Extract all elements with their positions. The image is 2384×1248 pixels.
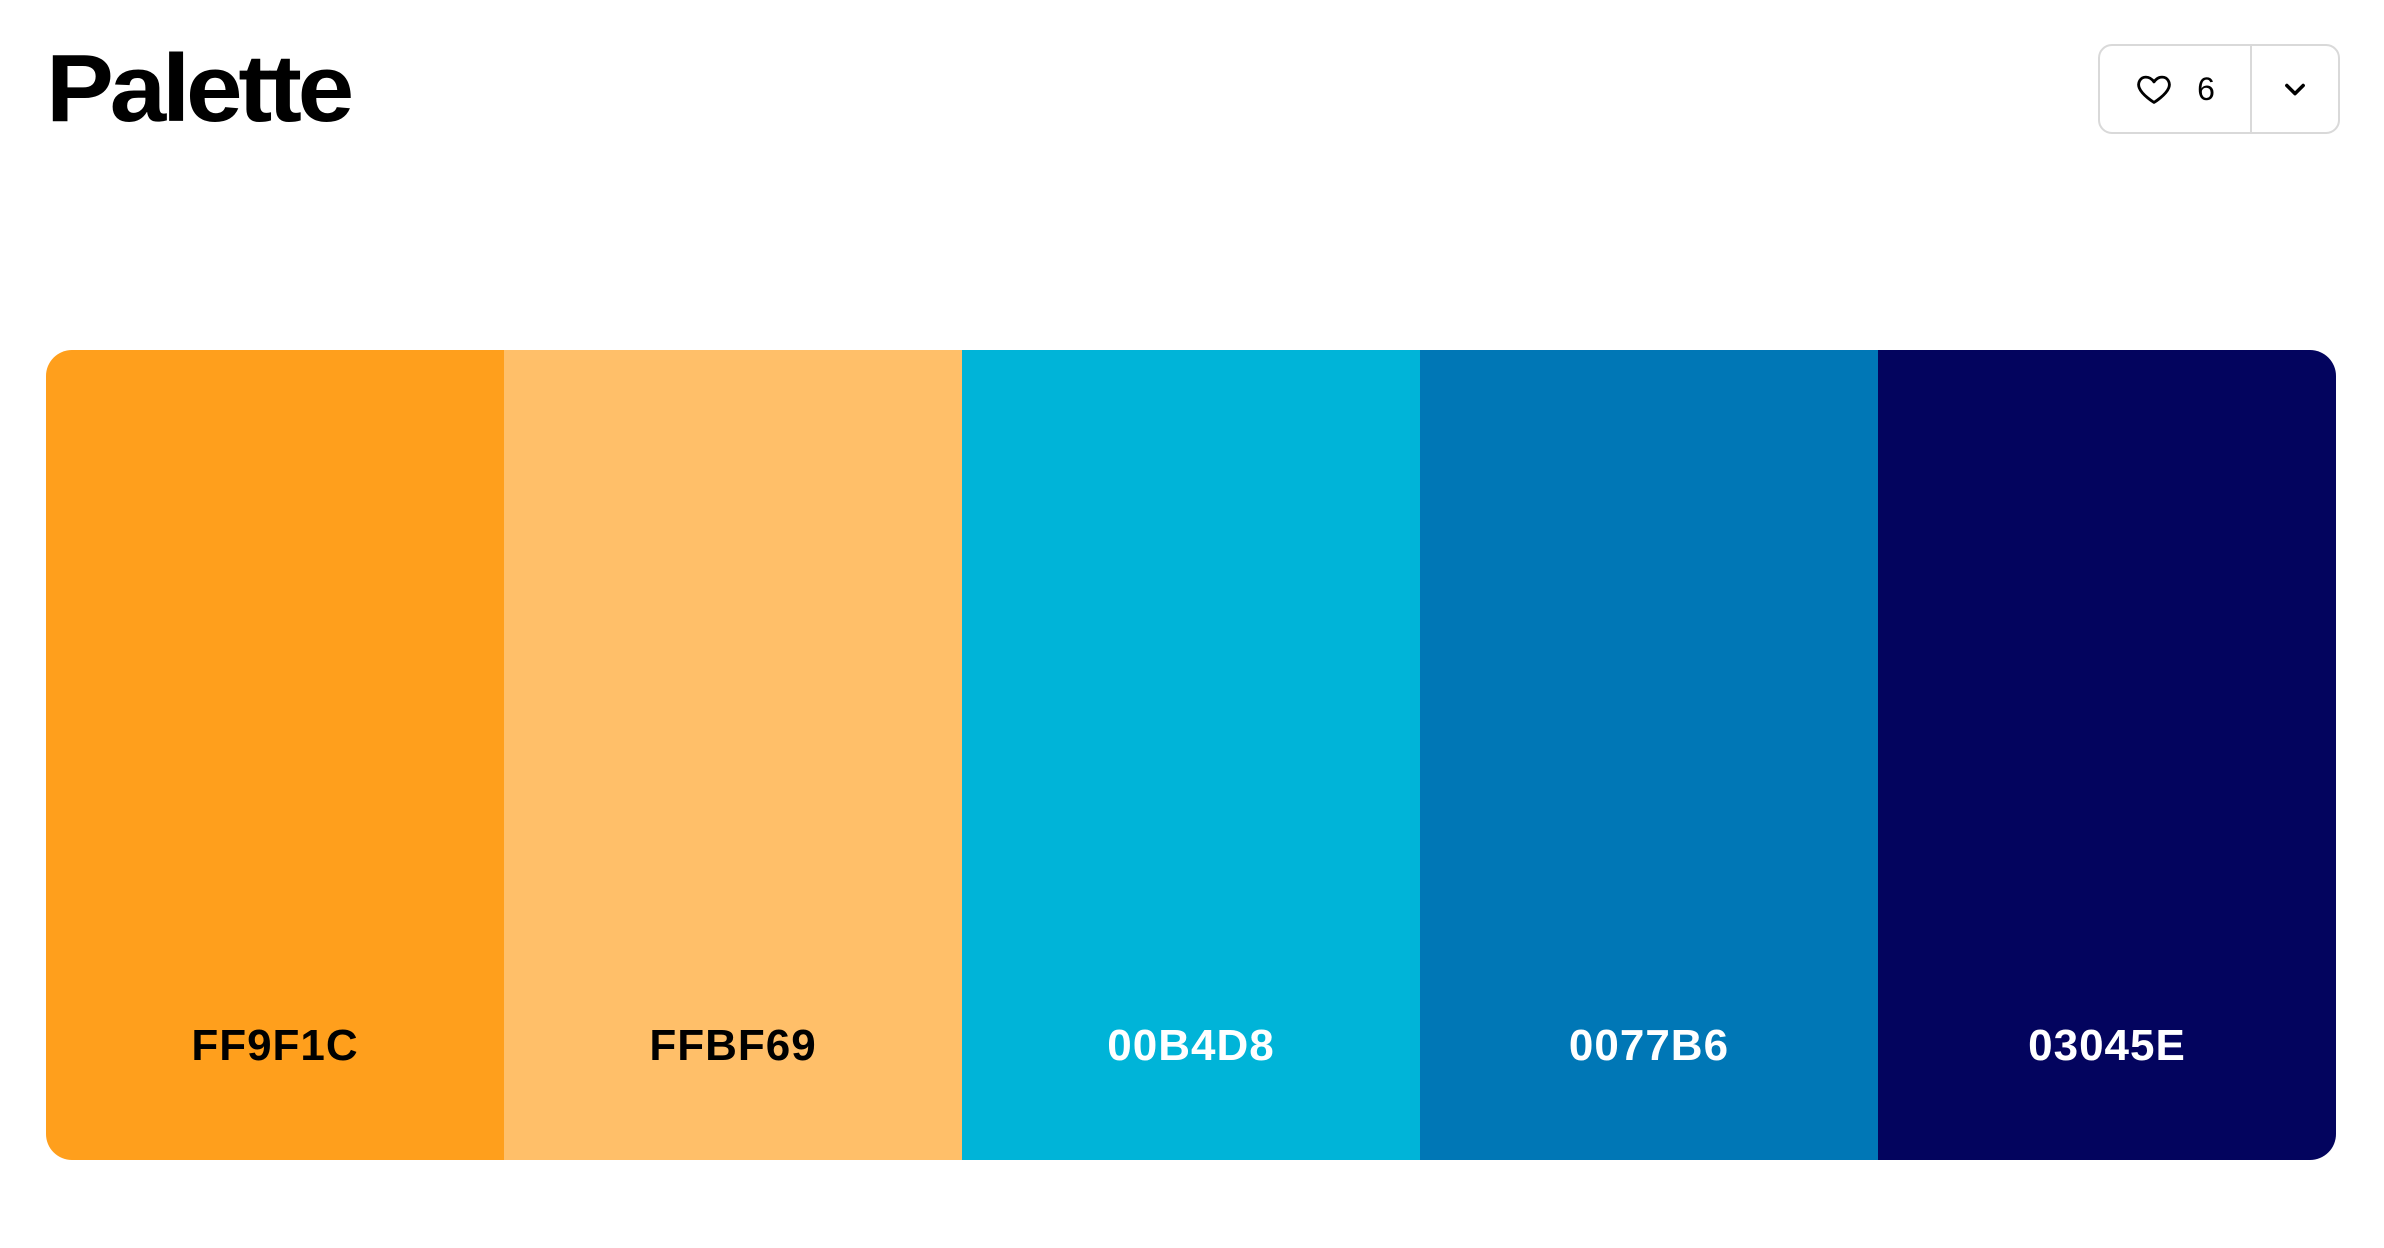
hex-code-label: FF9F1C <box>191 1021 359 1070</box>
hex-code-label: 0077B6 <box>1568 1021 1730 1070</box>
color-swatch[interactable]: 0077B6 <box>1420 350 1878 1160</box>
chevron-down-icon <box>2281 75 2309 103</box>
page-title: Palette <box>46 35 354 142</box>
like-count: 6 <box>2197 71 2215 107</box>
color-swatch[interactable]: 03045E <box>1878 350 2336 1160</box>
hex-code-label: 03045E <box>2028 1021 2186 1070</box>
heart-icon <box>2135 70 2173 108</box>
more-options-button[interactable] <box>2252 46 2338 132</box>
palette-actions: 6 <box>2098 44 2340 134</box>
divider <box>2250 46 2252 132</box>
hex-code-label: 00B4D8 <box>1107 1021 1275 1070</box>
color-palette: FF9F1C FFBF69 00B4D8 0077B6 03045E <box>46 350 2336 1160</box>
color-swatch[interactable]: FFBF69 <box>504 350 962 1160</box>
hex-code-label: FFBF69 <box>649 1021 817 1070</box>
color-swatch[interactable]: FF9F1C <box>46 350 504 1160</box>
color-swatch[interactable]: 00B4D8 <box>962 350 1420 1160</box>
like-button[interactable]: 6 <box>2100 46 2250 132</box>
